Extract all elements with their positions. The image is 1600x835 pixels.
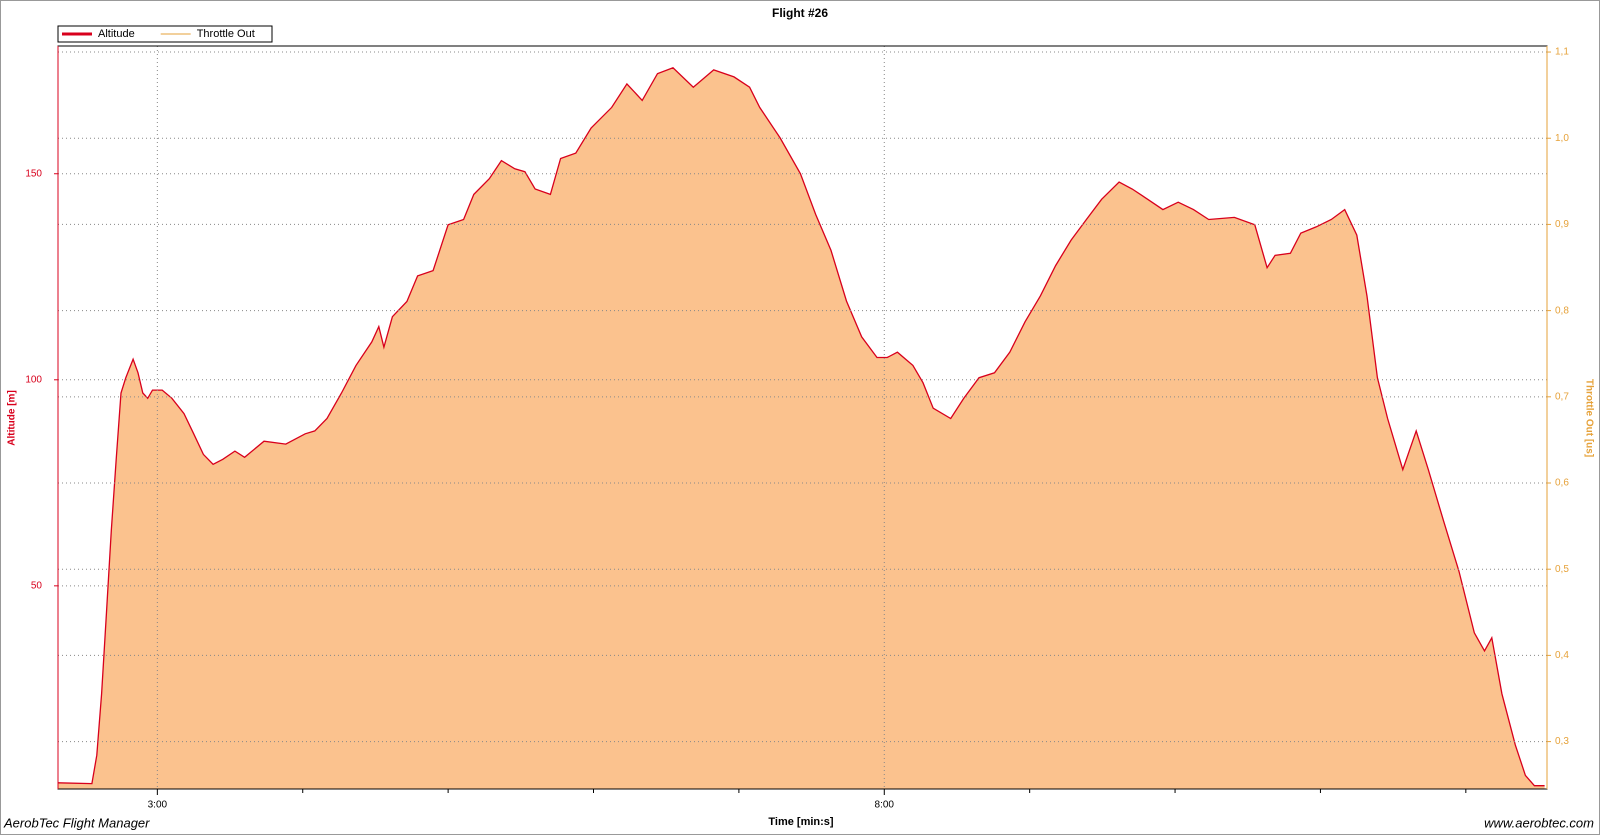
y2-tick-label: 0,6 (1555, 478, 1569, 489)
y-tick-label: 100 (25, 374, 42, 385)
footer-right: www.aerobtec.com (1484, 815, 1594, 830)
area (58, 67, 1545, 790)
y2-tick-label: 0,3 (1555, 736, 1569, 747)
y2-tick-label: 0,7 (1555, 391, 1569, 402)
line (57, 67, 1545, 787)
x-tick-label: 3:00 (148, 800, 168, 811)
y-tick-label: 150 (25, 168, 42, 179)
y-axis-label: Altitude [m] (7, 390, 18, 446)
y2-tick-label: 0,9 (1555, 219, 1569, 230)
chart-title: Flight #26 (772, 6, 828, 20)
legend-label: Throttle Out (197, 28, 255, 40)
footer-left: AerobTec Flight Manager (3, 815, 150, 830)
y2-tick-label: 1,1 (1555, 47, 1569, 58)
y2-axis-label: Throttle Out [us] (1583, 379, 1594, 457)
y-tick-label: 50 (31, 580, 43, 591)
legend-label: Altitude (98, 28, 135, 40)
y2-tick-label: 1,0 (1555, 133, 1569, 144)
x-tick-label: 8:00 (875, 800, 895, 811)
x-axis-label: Time [min:s] (768, 816, 834, 828)
y2-tick-label: 0,5 (1555, 564, 1569, 575)
y2-tick-label: 0,4 (1555, 650, 1569, 661)
y2-tick-label: 0,8 (1555, 305, 1569, 316)
